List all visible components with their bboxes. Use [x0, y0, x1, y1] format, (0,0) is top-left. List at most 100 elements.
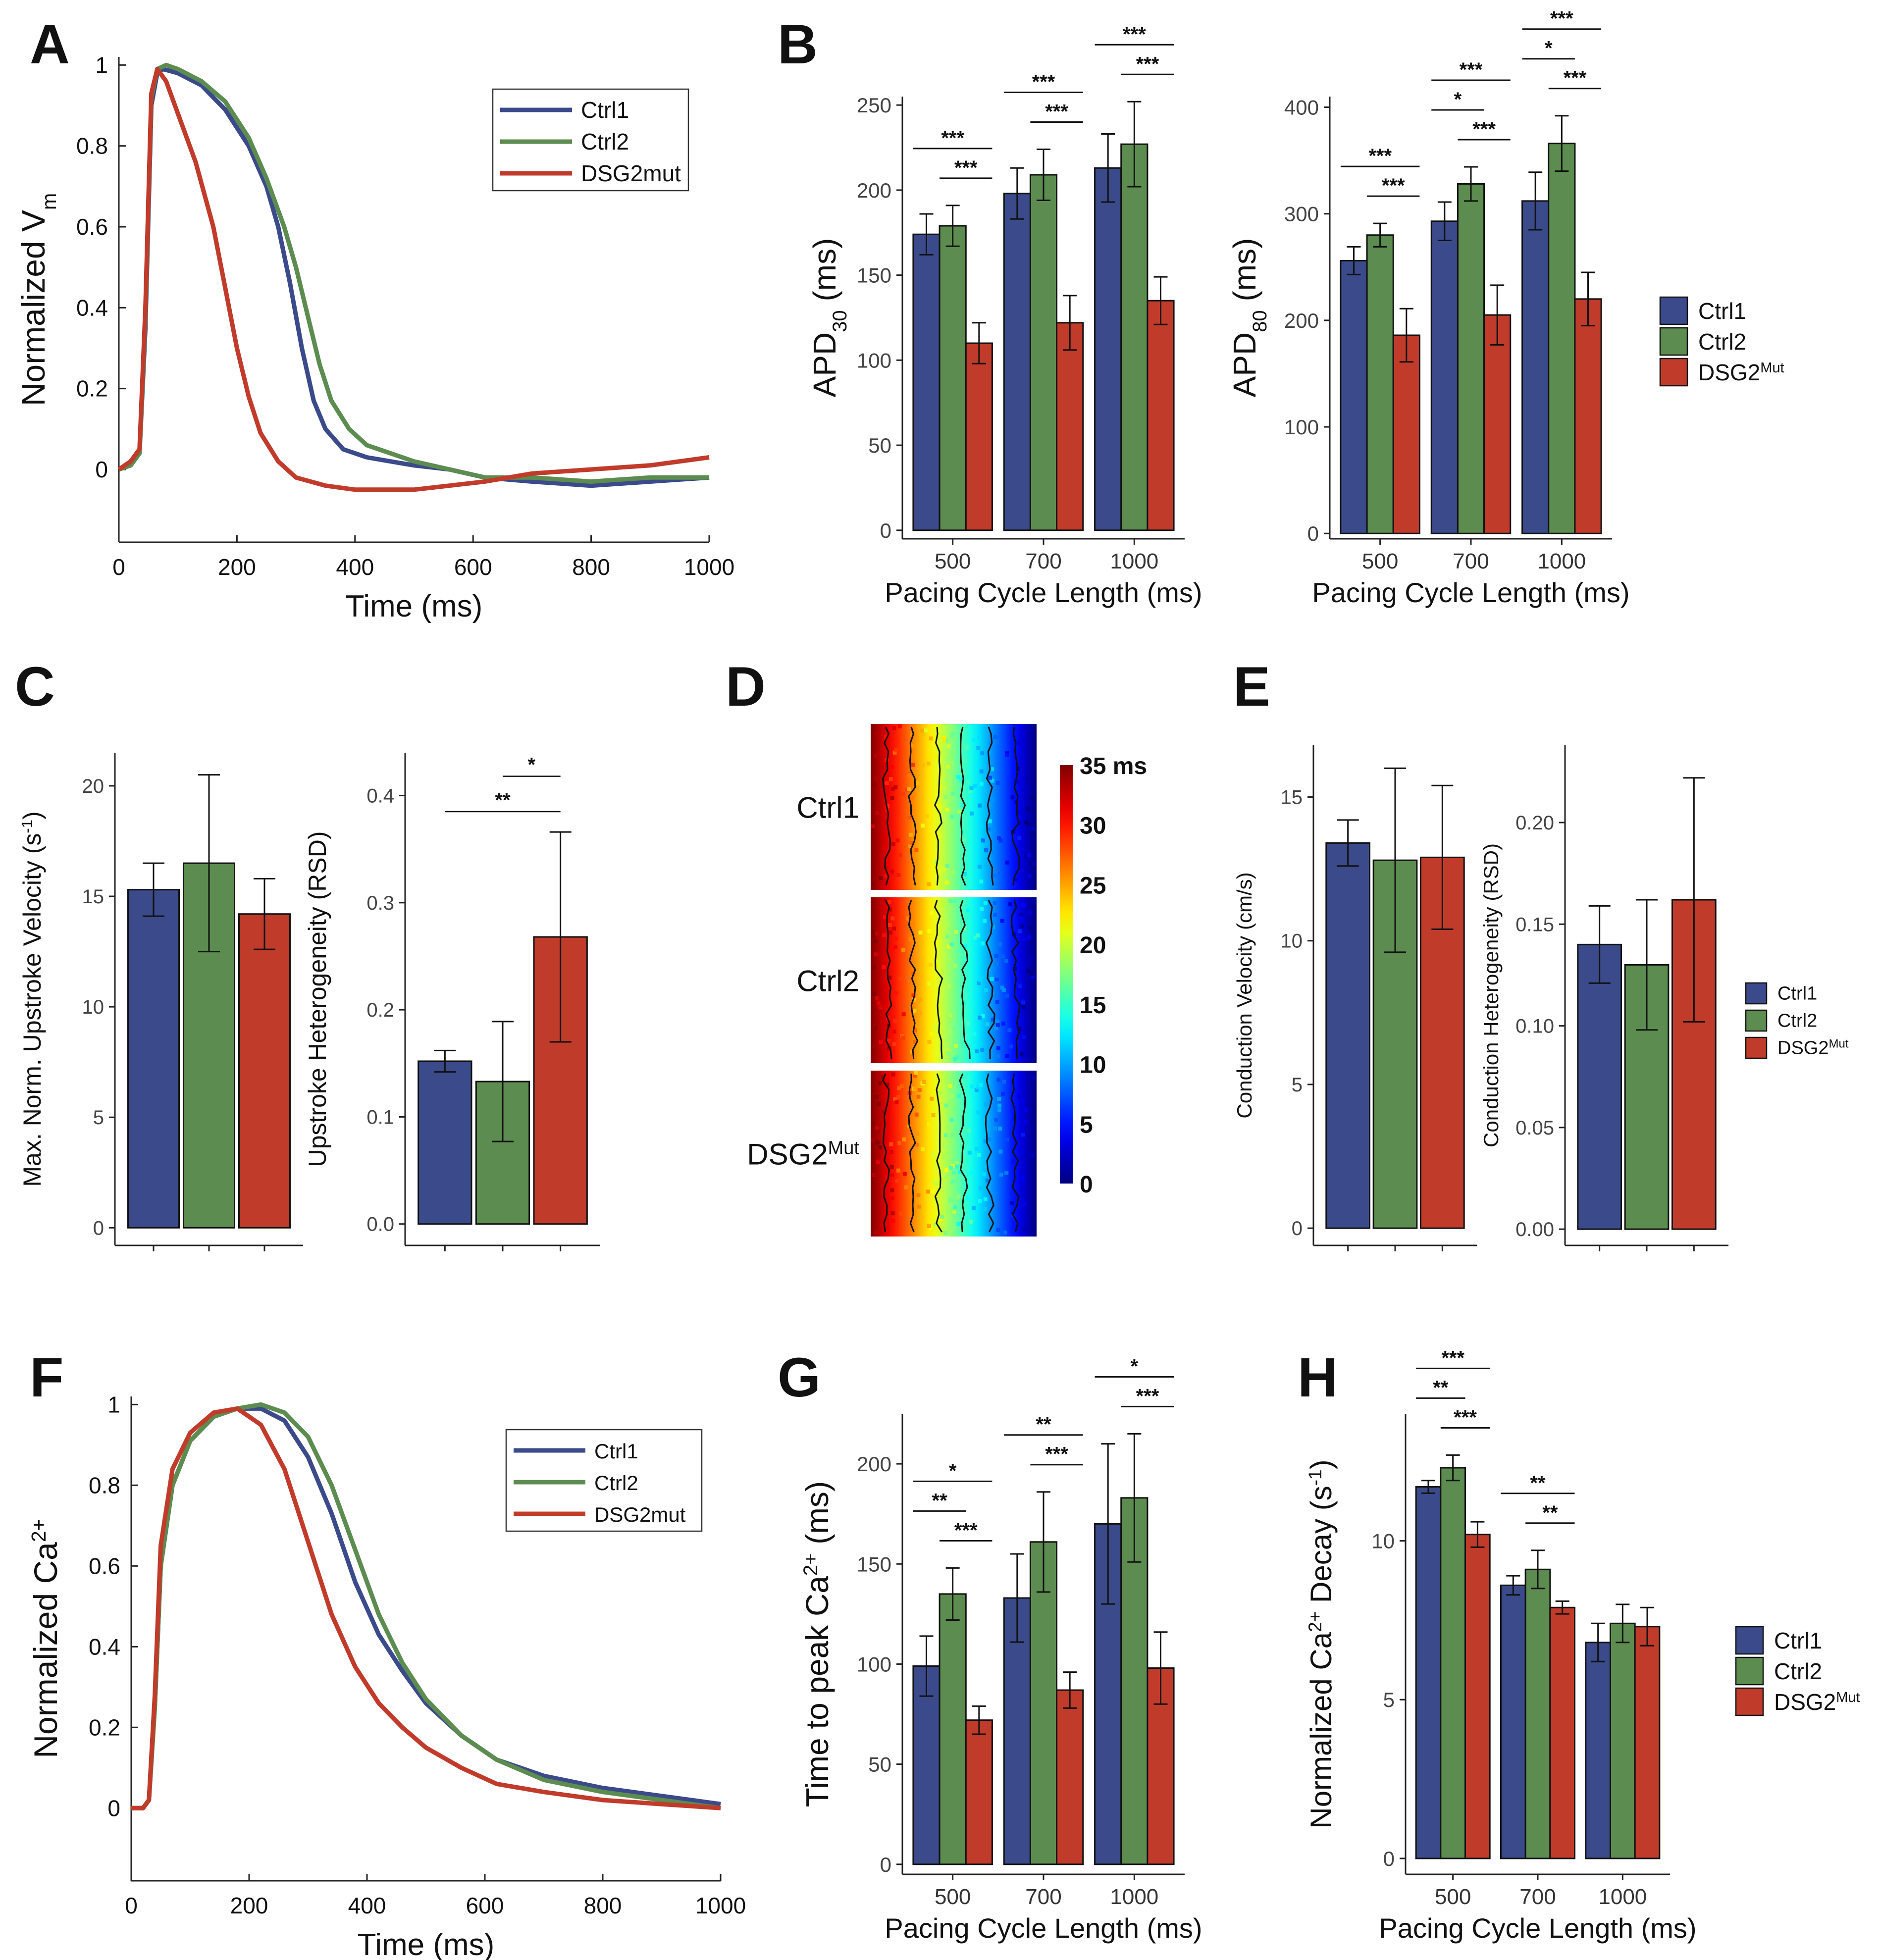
y-tick-label: 0 — [93, 1217, 104, 1239]
error-bar — [1101, 1443, 1115, 1605]
noise-pixel — [992, 874, 997, 878]
y-tick-label: 15 — [1281, 786, 1303, 808]
noise-pixel — [956, 774, 960, 779]
colorbar-unit: ms — [1106, 753, 1147, 779]
noise-pixel — [950, 1094, 954, 1098]
noise-pixel — [938, 804, 942, 809]
noise-pixel — [897, 1086, 901, 1090]
noise-pixel — [971, 938, 976, 943]
noise-pixel — [983, 919, 987, 923]
y-axis-label-tail: (ms) — [799, 1481, 835, 1553]
legend-label-text: Ctrl2 — [1698, 329, 1746, 355]
y-tick-label: 150 — [857, 1552, 891, 1576]
noise-pixel — [1009, 1044, 1013, 1049]
noise-pixel — [895, 838, 900, 843]
noise-pixel — [888, 777, 893, 781]
chart-e1: 0 5 10 15 Conduction Velocity (cm/s) — [1233, 745, 1477, 1251]
noise-pixel — [918, 930, 923, 935]
legend-swatch-ctrl1 — [1659, 296, 1688, 325]
noise-pixel — [946, 922, 950, 927]
noise-pixel — [962, 927, 967, 931]
noise-pixel — [886, 804, 890, 808]
noise-pixel — [948, 1030, 952, 1034]
noise-pixel — [977, 865, 982, 869]
noise-pixel — [892, 927, 896, 931]
noise-pixel — [998, 1127, 1002, 1131]
significance-label: *** — [954, 157, 978, 179]
noise-pixel — [927, 981, 932, 986]
noise-pixel — [946, 744, 951, 748]
noise-pixel — [890, 1188, 894, 1192]
significance-label: *** — [1136, 53, 1159, 75]
noise-pixel — [927, 1224, 931, 1229]
noise-pixel — [889, 1142, 893, 1146]
chart-c2: 0.00.10.20.30.4***Upstroke Heterogeneity… — [304, 753, 600, 1251]
noise-pixel — [901, 1012, 906, 1017]
y-tick-label: 100 — [857, 349, 891, 372]
noise-pixel — [882, 933, 887, 937]
noise-pixel — [892, 1030, 896, 1034]
bar-dsg2mut-500 — [965, 1719, 993, 1865]
x-tick-label: 1000 — [1598, 1885, 1647, 1909]
noise-pixel — [1026, 823, 1031, 827]
noise-pixel — [873, 851, 878, 856]
noise-pixel — [872, 965, 876, 969]
noise-pixel — [948, 1084, 952, 1088]
colorbar — [1060, 765, 1073, 1184]
noise-pixel — [1005, 1137, 1009, 1142]
noise-pixel — [989, 740, 993, 745]
noise-pixel — [924, 728, 929, 732]
isochrone-line — [986, 726, 994, 886]
noise-pixel — [897, 724, 902, 728]
noise-pixel — [933, 1026, 937, 1030]
noise-pixel — [934, 754, 938, 758]
noise-pixel — [871, 824, 876, 828]
noise-pixel — [1030, 796, 1035, 800]
noise-pixel — [946, 944, 951, 949]
bar-dsg2mut — [238, 913, 291, 1229]
y-axis-label-unit: (ms) — [1227, 238, 1262, 310]
bar-dsg2mut-1000 — [1634, 1626, 1661, 1859]
bar-dsg2mut-700 — [1483, 314, 1512, 534]
x-tick-label: 700 — [1025, 549, 1061, 573]
noise-pixel — [1031, 830, 1035, 835]
x-tick-label: 800 — [584, 1893, 622, 1918]
x-tick-label: 0 — [125, 1893, 138, 1918]
series-line-dsg2mut — [117, 67, 710, 492]
bar-ctrl1-1000 — [1521, 200, 1550, 534]
noise-pixel — [1024, 854, 1028, 858]
significance-label: *** — [1550, 8, 1573, 30]
noise-pixel — [910, 795, 914, 800]
noise-pixel — [1011, 829, 1016, 834]
noise-pixel — [910, 971, 915, 976]
panel-label-a: A — [30, 13, 70, 75]
x-tick-label: 200 — [218, 554, 256, 580]
noise-pixel — [934, 1163, 939, 1167]
noise-pixel — [1031, 826, 1035, 831]
noise-pixel — [876, 1160, 881, 1165]
noise-pixel — [965, 745, 970, 750]
noise-pixel — [952, 1170, 956, 1175]
noise-pixel — [1002, 1080, 1006, 1084]
noise-pixel — [889, 1165, 894, 1170]
noise-pixel — [983, 1197, 988, 1201]
noise-pixel — [997, 942, 1002, 947]
noise-pixel — [996, 1228, 1000, 1232]
y-tick-label: 100 — [1284, 415, 1319, 439]
legend-label: Ctrl2 — [581, 129, 629, 155]
y-tick-label: 400 — [1284, 96, 1319, 119]
colorbar-tick-label: 15 — [1080, 992, 1106, 1019]
noise-pixel — [983, 1207, 987, 1211]
y-axis-label: Max. Norm. Upstroke Velocity (s-1) — [18, 811, 47, 1186]
isochrone-line — [985, 900, 995, 1059]
legend-label-sup: Mut — [1828, 1037, 1848, 1050]
noise-pixel — [963, 759, 967, 763]
noise-pixel — [871, 882, 876, 886]
x-axis-label: Pacing Cycle Length (ms) — [1312, 577, 1629, 608]
noise-pixel — [911, 763, 915, 767]
significance-label: * — [528, 754, 536, 776]
noise-pixel — [887, 1016, 891, 1020]
isochrone-line — [959, 900, 971, 1059]
noise-pixel — [874, 952, 878, 957]
bar-ctrl1-500 — [1415, 1486, 1442, 1859]
